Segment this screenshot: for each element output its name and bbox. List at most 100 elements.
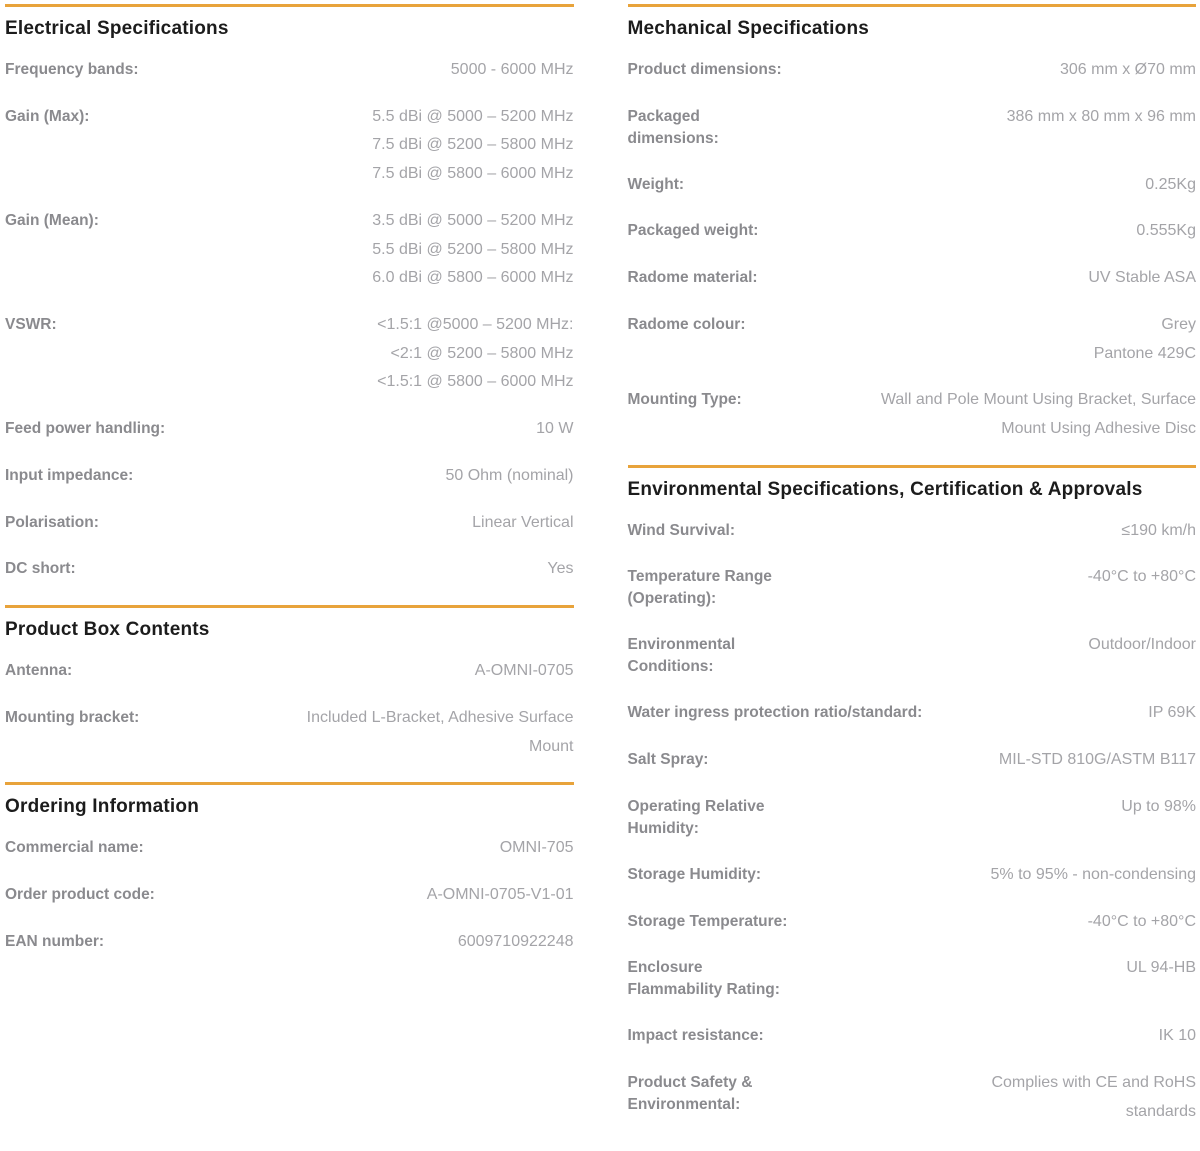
spec-value-line: Linear Vertical (472, 513, 574, 531)
spec-value: Grey Pantone 429C (765, 314, 1196, 365)
spec-section: Product Box Contents Antenna: A-OMNI-0705 M… (5, 605, 574, 758)
spec-label: Feed power handling: (5, 420, 166, 438)
spec-value: 3.5 dBi @ 5000 – 5200 MHz 5.5 dBi @ 5200 … (119, 210, 574, 290)
section-title: Ordering Information (5, 796, 199, 818)
section-divider-line (627, 4, 1196, 7)
spec-label: Product dimensions: (627, 61, 782, 78)
spec-value-line: UV Stable ASA (1088, 269, 1196, 287)
spec-row: Radome colour: Grey Pantone 429C (628, 314, 1197, 365)
spec-value-line: Included L-Bracket, Adhesive Surface (306, 708, 574, 726)
spec-label: Radome colour: (627, 315, 746, 333)
spec-row: Gain (Mean): 3.5 dBi @ 5000 – 5200 MHz 5.5… (5, 210, 574, 290)
spec-label: Order product code: (5, 885, 155, 903)
spec-label: Packaged dimensions: (627, 107, 719, 147)
section-title: Environmental Specifications, Certificat… (627, 478, 1143, 500)
spec-label: Packaged weight: (627, 222, 759, 240)
spec-label: Operating Relative Humidity: (627, 797, 765, 837)
spec-row: VSWR: <1.5:1 @5000 – 5200 MHz: <2:1 @ 5200… (5, 314, 574, 394)
spec-value-line: 6.0 dBi @ 5800 – 6000 MHz (372, 269, 574, 287)
spec-value: A-OMNI-0705-V1-01 (175, 884, 574, 907)
spec-row: Feed power handling: 10 W (5, 418, 574, 441)
left-column: Electrical Specifications Frequency bands… (5, 4, 574, 1148)
spec-value-line: Complies with CE and RoHS (991, 1074, 1196, 1092)
spec-value-line: 50 Ohm (nominal) (445, 466, 574, 484)
spec-label: Wind Survival: (627, 521, 736, 539)
spec-value-line: Mount Using Adhesive Disc (1001, 420, 1196, 438)
spec-value: 10 W (185, 418, 573, 441)
spec-value: Wall and Pole Mount Using Bracket, Surfa… (762, 389, 1196, 440)
spec-label: Gain (Mean): (5, 211, 99, 229)
spec-value-line: IK 10 (1158, 1027, 1196, 1045)
spec-value-line: 306 mm x Ø70 mm (1059, 61, 1196, 78)
spec-value-line: Mount (529, 737, 574, 755)
spec-value-line: <2:1 @ 5200 – 5800 MHz (390, 344, 574, 362)
spec-row: Packaged weight: 0.555Kg (628, 220, 1197, 243)
spec-value: 50 Ohm (nominal) (153, 465, 573, 488)
spec-row: Storage Temperature: -40°C to +80°C (628, 911, 1197, 934)
spec-value: 5.5 dBi @ 5000 – 5200 MHz 7.5 dBi @ 5200 … (109, 106, 573, 186)
spec-row: Mounting bracket: Included L-Bracket, Adh… (5, 707, 574, 758)
spec-row: Water ingress protection ratio/standard:… (628, 702, 1197, 725)
spec-value-line: -40°C to +80°C (1087, 912, 1196, 930)
spec-row: Environmental Conditions: Outdoor/Indoor (628, 634, 1197, 678)
spec-value-line: 0.555Kg (1136, 222, 1196, 240)
spec-value: 0.555Kg (778, 220, 1196, 243)
spec-value-line: Up to 98% (1121, 797, 1196, 815)
spec-row: Salt Spray: MIL-STD 810G/ASTM B117 (628, 749, 1197, 772)
spec-value-line: standards (1125, 1102, 1196, 1120)
spec-value-line: MIL-STD 810G/ASTM B117 (998, 751, 1196, 769)
spec-row: Wind Survival: ≤190 km/h (628, 520, 1197, 543)
spec-value: Up to 98% (784, 796, 1196, 819)
spec-value: MIL-STD 810G/ASTM B117 (728, 749, 1196, 772)
spec-value-line: 3.5 dBi @ 5000 – 5200 MHz (372, 211, 574, 229)
spec-label: Weight: (627, 175, 685, 193)
spec-label: EAN number: (5, 932, 105, 950)
spec-label: Temperature Range (Operating): (627, 568, 772, 608)
right-column: Mechanical Specifications Product dimensi… (627, 4, 1197, 1148)
section-divider-line (5, 605, 574, 609)
spec-value-line: A-OMNI-0705-V1-01 (426, 885, 574, 903)
spec-label: Impact resistance: (627, 1027, 764, 1045)
spec-value-line: 5000 - 6000 MHz (450, 61, 574, 78)
spec-value: ≤190 km/h (755, 520, 1196, 543)
spec-value-line: Pantone 429C (1093, 344, 1196, 362)
spec-value: 6009710922248 (124, 931, 574, 954)
spec-label: DC short: (5, 560, 76, 578)
spec-value-line: 6009710922248 (457, 932, 574, 950)
spec-value: 5000 - 6000 MHz (159, 59, 574, 82)
spec-row: Mounting Type: Wall and Pole Mount Using … (628, 389, 1197, 440)
spec-row: Gain (Max): 5.5 dBi @ 5000 – 5200 MHz 7.5 … (5, 106, 574, 186)
section-divider-line (5, 782, 574, 786)
spec-row: Operating Relative Humidity: Up to 98% (628, 796, 1197, 840)
spec-label: VSWR: (5, 316, 57, 334)
spec-value: Outdoor/Indoor (755, 634, 1196, 657)
spec-row: Storage Humidity: 5% to 95% - non-condens… (628, 864, 1197, 887)
spec-row: Product Safety & Environmental: Complies … (628, 1072, 1197, 1123)
spec-value: Complies with CE and RoHS standards (772, 1072, 1196, 1123)
spec-row: Packaged dimensions: 386 mm x 80 mm x 96 … (628, 106, 1197, 150)
spec-value-line: 5.5 dBi @ 5200 – 5800 MHz (372, 240, 574, 258)
spec-row: EAN number: 6009710922248 (5, 931, 574, 954)
spec-row: Product dimensions: 306 mm x Ø70 mm (628, 59, 1197, 82)
spec-label: Mounting bracket: (5, 708, 140, 726)
spec-row: Weight: 0.25Kg (628, 174, 1197, 197)
spec-row: Impact resistance: IK 10 (628, 1025, 1197, 1048)
spec-value: 386 mm x 80 mm x 96 mm (739, 106, 1196, 129)
spec-value: 5% to 95% - non-condensing (781, 864, 1196, 887)
spec-value: IK 10 (784, 1025, 1196, 1048)
spec-label: Frequency bands: (5, 61, 139, 78)
spec-row: Radome material: UV Stable ASA (628, 267, 1197, 290)
spec-value: 306 mm x Ø70 mm (802, 59, 1196, 82)
spec-value-line: Grey (1161, 315, 1196, 333)
spec-label: Product Safety & Environmental: (627, 1074, 753, 1114)
spec-row: Enclosure Flammability Rating: UL 94-HB (628, 957, 1197, 1001)
spec-label: Antenna: (5, 662, 73, 680)
spec-value: -40°C to +80°C (792, 566, 1196, 589)
section-title: Product Box Contents (5, 619, 210, 641)
spec-value-line: 0.25Kg (1145, 175, 1196, 193)
spec-row: Input impedance: 50 Ohm (nominal) (5, 465, 574, 488)
spec-value-line: Wall and Pole Mount Using Bracket, Surfa… (880, 391, 1196, 409)
spec-label: Water ingress protection ratio/standard: (627, 704, 923, 722)
spec-value: UL 94-HB (800, 957, 1196, 980)
